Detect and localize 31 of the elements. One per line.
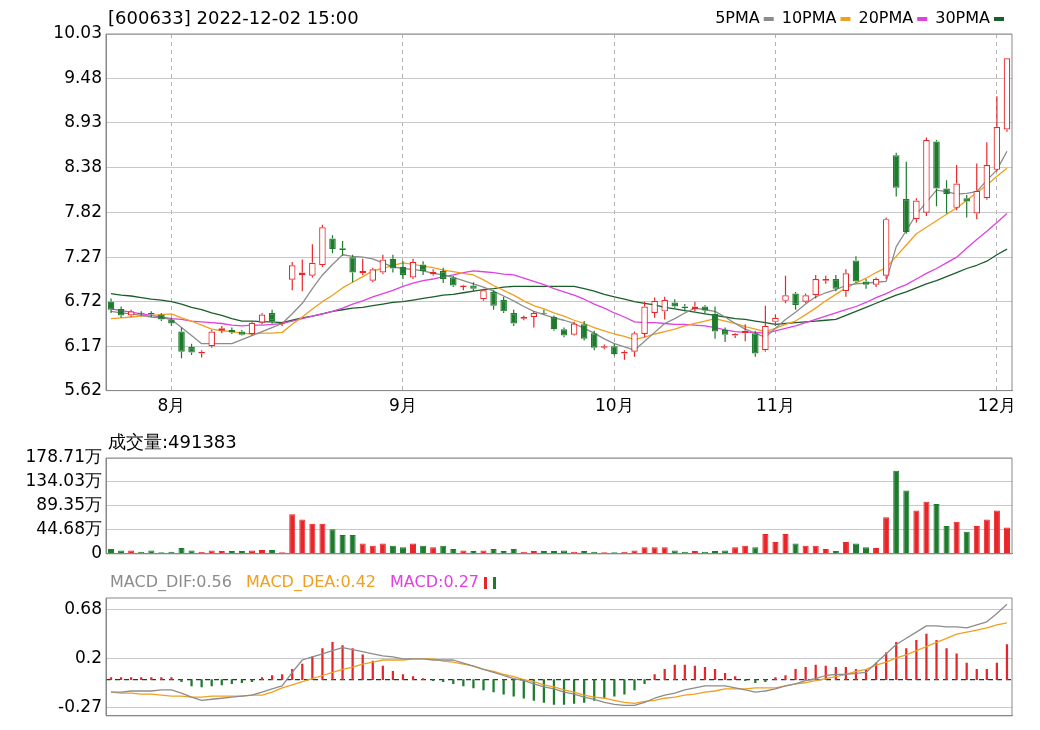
x-tick-label: 12月 <box>977 395 1017 416</box>
text: MACD_DIF:0.56 <box>110 572 232 593</box>
y-tick-label: 7.82 <box>64 201 102 222</box>
y-tick-label: 7.27 <box>64 245 102 266</box>
y-tick-label: 44.68万 <box>36 518 102 539</box>
y-tick-label: 10.03 <box>53 22 102 43</box>
y-tick-label: -0.27 <box>58 695 102 716</box>
y-tick-label: 5.62 <box>64 379 102 400</box>
y-tick-label: 9.48 <box>64 66 102 87</box>
y-tick-label: 89.35万 <box>36 494 102 515</box>
text: MACD_DEA:0.42 <box>245 572 377 593</box>
y-tick-label: 178.71万 <box>25 446 102 467</box>
legend-label: 10PMA <box>781 8 837 28</box>
chart-title: [600633] 2022-12-02 15:00 <box>108 6 359 28</box>
legend-label: 5PMA <box>715 8 760 28</box>
chart-title: 成交量:491383 <box>108 430 237 452</box>
x-tick-label: 8月 <box>157 395 186 416</box>
legend-label: MACD:0.27 <box>390 572 480 592</box>
x-tick-label: 11月 <box>756 395 795 416</box>
y-tick-label: 8.93 <box>64 111 102 132</box>
y-tick-label: 0 <box>91 542 102 563</box>
y-tick-label: 8.38 <box>64 155 102 176</box>
y-tick-label: 6.17 <box>64 334 102 355</box>
y-tick-label: 0.68 <box>64 597 102 618</box>
x-tick-label: 10月 <box>595 395 634 416</box>
y-tick-label: 0.2 <box>74 647 102 668</box>
x-tick-label: 9月 <box>389 395 417 416</box>
legend-label: 30PMA <box>935 8 991 28</box>
y-tick-label: 6.72 <box>64 290 102 311</box>
y-tick-label: 134.03万 <box>25 470 102 491</box>
legend-label: 20PMA <box>858 8 914 28</box>
